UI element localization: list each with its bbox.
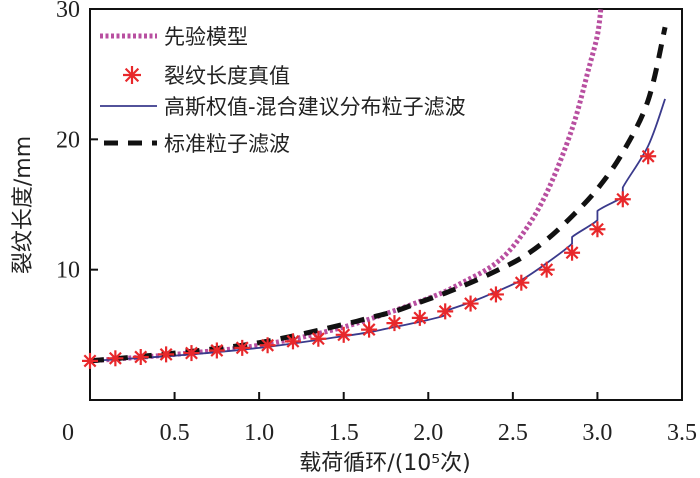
data-point-star bbox=[335, 326, 352, 343]
data-point-star bbox=[183, 345, 200, 362]
data-point-star bbox=[259, 337, 276, 354]
data-point-star bbox=[132, 348, 149, 365]
data-point-star bbox=[411, 309, 428, 326]
data-point-star bbox=[640, 148, 657, 165]
legend-label-true: 裂纹长度真值 bbox=[164, 64, 290, 88]
x-tick-label: 0.5 bbox=[160, 420, 190, 446]
data-point-star bbox=[284, 333, 301, 350]
data-point-star bbox=[437, 303, 454, 320]
y-tick-label: 10 bbox=[56, 258, 80, 284]
x-tick-label: 1.5 bbox=[329, 420, 359, 446]
x-tick-label: 2.0 bbox=[413, 420, 443, 446]
data-point-star bbox=[513, 274, 530, 291]
data-point-star bbox=[462, 295, 479, 312]
data-point-star bbox=[82, 352, 98, 369]
data-point-star bbox=[614, 191, 631, 208]
data-point-star bbox=[234, 339, 251, 356]
series-prior-model bbox=[89, 8, 604, 364]
legend-label-standard: 标准粒子滤波 bbox=[164, 132, 290, 156]
legend-label-prior: 先验模型 bbox=[164, 25, 248, 49]
x-tick-label: 3.0 bbox=[582, 420, 612, 446]
x-axis-label: 载荷循环/(10⁵次) bbox=[299, 451, 470, 476]
y-tick-label: 20 bbox=[56, 127, 80, 153]
x-tick-label: 0 bbox=[62, 420, 74, 446]
data-point-star bbox=[310, 330, 327, 347]
series-true-crack-length bbox=[82, 148, 657, 369]
data-point-star bbox=[487, 286, 504, 303]
plot-frame bbox=[89, 8, 683, 401]
data-point-star bbox=[589, 221, 606, 238]
data-point-star bbox=[208, 342, 225, 359]
data-point-star bbox=[361, 321, 378, 338]
x-tick-label: 2.5 bbox=[498, 420, 528, 446]
y-tick-label: 30 bbox=[56, 0, 80, 23]
data-point-star bbox=[386, 315, 403, 332]
data-point-star bbox=[538, 261, 555, 278]
data-point-star bbox=[158, 346, 175, 363]
data-point-star bbox=[107, 350, 124, 367]
y-axis-label: 裂纹长度/mm bbox=[11, 136, 36, 274]
data-point-star bbox=[564, 244, 581, 261]
legend: 先验模型 裂纹长度真值 高斯权值-混合建议分布粒子滤波 标准粒子滤波 bbox=[100, 25, 466, 156]
legend-star-icon bbox=[123, 66, 141, 84]
legend-marker-true bbox=[123, 66, 141, 84]
x-tick-label: 3.5 bbox=[667, 420, 697, 446]
series-standard-pf bbox=[89, 26, 668, 364]
x-tick-label: 1.0 bbox=[244, 420, 274, 446]
legend-label-proposed: 高斯权值-混合建议分布粒子滤波 bbox=[164, 95, 466, 119]
